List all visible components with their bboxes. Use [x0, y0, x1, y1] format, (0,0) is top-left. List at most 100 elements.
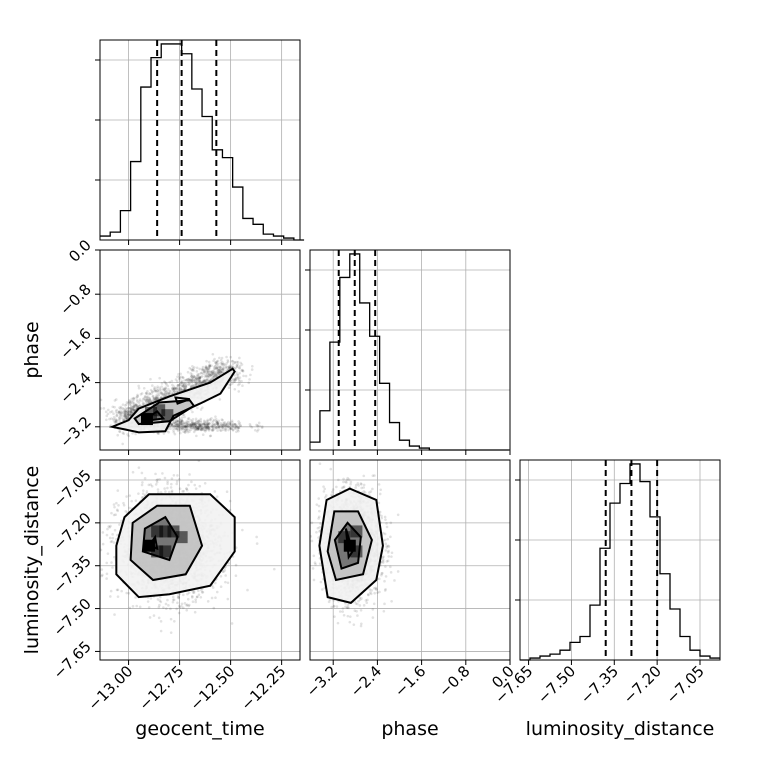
scatter-point	[215, 372, 219, 375]
scatter-point	[204, 429, 207, 433]
scatter-point	[211, 375, 215, 379]
scatter-point	[116, 433, 120, 437]
scatter-point	[182, 427, 186, 430]
grid-lines	[100, 40, 300, 240]
scatter-point	[110, 410, 114, 413]
scatter-point	[231, 359, 234, 363]
scatter-point	[197, 426, 201, 430]
scatter-point	[193, 375, 196, 378]
scatter-point	[222, 423, 225, 427]
scatter-point	[240, 363, 244, 366]
scatter-point	[184, 381, 187, 385]
scatter-point	[253, 428, 257, 432]
scatter-point	[182, 385, 186, 388]
scatter-point	[151, 384, 154, 387]
scatter-point	[129, 409, 133, 412]
scatter-point	[228, 383, 232, 387]
scatter-point	[185, 608, 189, 612]
scatter-point	[201, 368, 205, 371]
scatter-point	[155, 396, 158, 400]
scatter-point	[183, 415, 186, 419]
scatter-point	[209, 418, 212, 422]
scatter-point	[190, 594, 194, 598]
scatter-point	[211, 423, 215, 426]
scatter-point	[236, 377, 240, 380]
scatter-point	[168, 391, 172, 395]
scatter-point	[214, 581, 217, 585]
scatter-point	[177, 389, 181, 392]
scatter-point	[219, 368, 222, 371]
scatter-point	[235, 371, 238, 374]
scatter-point	[194, 600, 198, 604]
scatter-point	[227, 366, 231, 370]
scatter-point	[122, 417, 126, 421]
scatter-point	[112, 415, 116, 419]
scatter-point	[161, 393, 164, 396]
scatter-point	[191, 422, 194, 426]
scatter-point	[230, 365, 233, 369]
scatter-point	[173, 386, 176, 390]
scatter-point	[228, 421, 232, 424]
scatter-point	[194, 376, 198, 380]
scatter-point	[175, 482, 179, 486]
scatter-point	[176, 601, 179, 605]
scatter-point	[170, 423, 173, 426]
scatter-point	[128, 410, 132, 414]
scatter-point	[112, 513, 116, 517]
scatter-point	[205, 359, 208, 363]
scatter-point	[224, 428, 227, 431]
scatter-point	[196, 427, 200, 430]
scatter-point	[234, 563, 238, 567]
scatter-point	[190, 426, 193, 430]
scatter-point	[192, 423, 195, 427]
scatter-point	[190, 419, 194, 423]
scatter-point	[202, 378, 206, 382]
scatter-point	[118, 412, 121, 415]
scatter-point	[204, 428, 208, 432]
scatter-point	[132, 409, 136, 412]
scatter-point	[126, 414, 130, 417]
scatter-point	[126, 412, 130, 415]
scatter-point	[199, 426, 202, 430]
scatter-point	[194, 428, 198, 432]
scatter-point	[121, 431, 125, 435]
scatter-point	[142, 397, 145, 401]
scatter-point	[179, 426, 183, 429]
scatter-point	[230, 421, 234, 424]
scatter-point	[127, 400, 131, 404]
scatter-point	[170, 423, 173, 426]
scatter-point	[146, 401, 149, 404]
scatter-point	[193, 610, 197, 614]
scatter-point	[256, 430, 259, 433]
scatter-point	[198, 380, 201, 383]
scatter-point	[174, 426, 177, 429]
scatter-point	[167, 392, 170, 395]
scatter-point	[212, 375, 216, 379]
scatter-point	[211, 424, 215, 427]
scatter-point	[221, 368, 224, 372]
scatter-point	[160, 382, 164, 385]
scatter-point	[177, 425, 180, 429]
scatter-point	[207, 373, 210, 377]
scatter-point	[219, 585, 223, 589]
scatter-point	[177, 387, 180, 391]
scatter-point	[215, 366, 219, 370]
scatter-point	[129, 402, 132, 406]
scatter-point	[187, 423, 191, 427]
scatter-point	[189, 385, 193, 389]
scatter-point	[189, 428, 193, 432]
scatter-point	[201, 380, 204, 384]
scatter-point	[174, 387, 178, 391]
scatter-point	[150, 392, 153, 395]
scatter-point	[134, 596, 137, 599]
scatter-point	[138, 403, 142, 407]
scatter-point	[100, 568, 104, 571]
scatter-point	[186, 370, 190, 374]
scatter-point	[220, 425, 224, 429]
scatter-point	[198, 376, 202, 380]
scatter-point	[181, 420, 184, 423]
scatter-point	[124, 409, 128, 413]
scatter-point	[122, 407, 125, 411]
scatter-point	[233, 360, 236, 364]
scatter-point	[156, 389, 160, 392]
